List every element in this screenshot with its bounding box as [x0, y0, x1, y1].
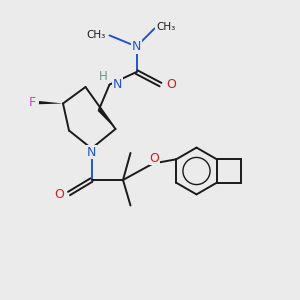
Text: N: N — [113, 78, 122, 91]
Text: N: N — [132, 40, 141, 53]
Text: O: O — [166, 78, 176, 91]
Text: N: N — [87, 146, 96, 159]
Text: O: O — [150, 152, 159, 165]
Polygon shape — [98, 108, 116, 129]
Text: F: F — [29, 96, 36, 109]
Polygon shape — [39, 101, 63, 104]
Text: CH₃: CH₃ — [156, 22, 175, 32]
Text: CH₃: CH₃ — [87, 30, 106, 40]
Text: H: H — [99, 70, 108, 83]
Text: O: O — [55, 188, 64, 202]
